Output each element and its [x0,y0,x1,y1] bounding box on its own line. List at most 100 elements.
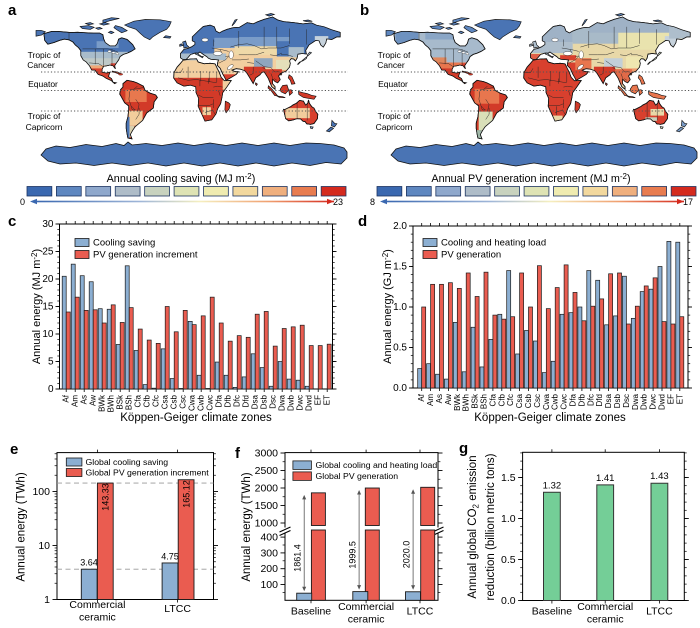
svg-text:Dsc: Dsc [269,395,278,409]
svg-text:Dwd: Dwd [305,395,314,411]
svg-text:Global cooling and heating loa: Global cooling and heating load [316,460,438,470]
svg-text:ceramic: ceramic [348,614,385,626]
svg-text:Dfb: Dfb [224,394,233,407]
svg-text:Dwb: Dwb [287,394,296,411]
svg-text:As: As [435,394,444,403]
svg-text:e: e [10,441,18,458]
svg-text:3000: 3000 [255,448,279,460]
svg-text:Aw: Aw [444,394,453,405]
svg-text:Dsb: Dsb [613,393,622,408]
svg-text:Af: Af [62,394,71,402]
svg-text:b: b [360,2,369,19]
svg-text:Equator: Equator [378,79,408,89]
svg-text:1.0: 1.0 [393,302,407,313]
svg-text:Cfa: Cfa [134,394,143,407]
svg-text:Dfd: Dfd [242,395,251,407]
svg-text:Dfc: Dfc [233,395,242,407]
svg-text:8: 8 [370,197,375,207]
svg-text:LTCC: LTCC [164,603,191,615]
svg-text:Commercial: Commercial [338,601,394,613]
svg-text:Dfa: Dfa [569,393,578,406]
svg-text:Annual energy (TWh): Annual energy (TWh) [241,472,253,581]
svg-text:10: 10 [38,540,50,552]
svg-text:Csa: Csa [515,393,524,408]
svg-text:Cfa: Cfa [488,393,497,406]
svg-text:400: 400 [260,532,278,544]
svg-text:Tropic of: Tropic of [28,111,61,121]
svg-text:Dsb: Dsb [260,394,269,409]
svg-text:EF: EF [666,394,675,404]
svg-text:Köppen-Geiger climate zones: Köppen-Geiger climate zones [120,412,272,424]
svg-text:f: f [235,445,241,462]
svg-text:4.75: 4.75 [161,552,179,562]
svg-text:BSh: BSh [125,395,134,410]
svg-text:ceramic: ceramic [587,614,624,626]
svg-text:Tropic of: Tropic of [28,50,61,60]
svg-text:Global cooling saving: Global cooling saving [86,457,169,467]
svg-text:Baseline: Baseline [291,606,331,618]
svg-text:Cancer: Cancer [377,60,405,70]
svg-text:1.5: 1.5 [393,262,407,273]
svg-text:Dfa: Dfa [215,394,224,407]
svg-text:100: 100 [32,486,50,498]
svg-text:2500: 2500 [255,465,279,477]
svg-text:2000: 2000 [255,483,279,495]
svg-text:Dwc: Dwc [296,395,305,411]
svg-text:EF: EF [314,395,323,405]
svg-text:Aw: Aw [89,395,98,406]
svg-text:a: a [8,2,17,19]
svg-text:ceramic: ceramic [79,612,116,624]
svg-text:Af: Af [417,393,426,401]
svg-text:Capricorn: Capricorn [26,122,63,132]
svg-text:1861.4: 1861.4 [293,544,303,572]
svg-text:BWh: BWh [462,394,471,411]
svg-text:Commercial: Commercial [69,599,125,611]
svg-text:17: 17 [683,197,693,207]
svg-text:1999.5: 1999.5 [348,541,358,569]
svg-text:10: 10 [42,329,54,340]
svg-text:Cfc: Cfc [152,395,161,407]
svg-text:3.64: 3.64 [80,558,98,568]
svg-text:Equator: Equator [28,79,58,89]
svg-text:200: 200 [260,563,278,575]
svg-text:1.43: 1.43 [650,471,669,482]
svg-text:Dwd: Dwd [658,394,667,410]
svg-text:Global PV generation increment: Global PV generation increment [86,467,210,477]
svg-text:As: As [80,395,89,404]
svg-text:Dfd: Dfd [595,394,604,406]
svg-text:Annual cooling saving (MJ m-2): Annual cooling saving (MJ m-2) [107,172,256,185]
svg-text:20: 20 [42,274,54,285]
svg-text:BSk: BSk [116,394,125,410]
svg-text:BWk: BWk [98,394,107,412]
svg-text:Dwa: Dwa [278,394,287,411]
svg-text:Annual PV generation increment: Annual PV generation increment (MJ m-2) [431,172,630,185]
svg-text:BSh: BSh [480,394,489,409]
svg-text:Cwb: Cwb [551,393,560,410]
svg-text:Tropic of: Tropic of [378,50,411,60]
svg-text:LTCC: LTCC [407,606,434,618]
svg-text:Annual energy (MJ m-2): Annual energy (MJ m-2) [30,249,43,364]
svg-text:Csb: Csb [524,393,533,408]
svg-text:23: 23 [333,197,343,207]
svg-text:Capricorn: Capricorn [376,122,413,132]
svg-text:1.41: 1.41 [596,473,615,484]
svg-text:Dwc: Dwc [649,394,658,410]
svg-text:BWk: BWk [453,393,462,411]
svg-text:2.0: 2.0 [393,221,407,232]
svg-text:0.0: 0.0 [501,595,516,607]
svg-text:Annual energy (TWh): Annual energy (TWh) [16,472,28,581]
svg-text:Commercial: Commercial [577,601,633,613]
svg-text:0: 0 [48,384,54,395]
svg-text:143.33: 143.33 [101,483,111,511]
svg-text:Cwa: Cwa [188,394,197,411]
svg-text:5: 5 [48,357,54,368]
svg-text:15: 15 [42,302,54,313]
svg-text:Csa: Csa [161,394,170,409]
svg-text:1: 1 [44,594,50,606]
svg-text:Csc: Csc [533,394,542,408]
svg-text:ET: ET [675,394,684,404]
svg-text:0.5: 0.5 [501,554,516,566]
svg-text:Dwb: Dwb [640,393,649,410]
svg-text:Annual global CO2 emission: Annual global CO2 emission [467,455,481,598]
svg-text:Cwc: Cwc [560,394,569,410]
